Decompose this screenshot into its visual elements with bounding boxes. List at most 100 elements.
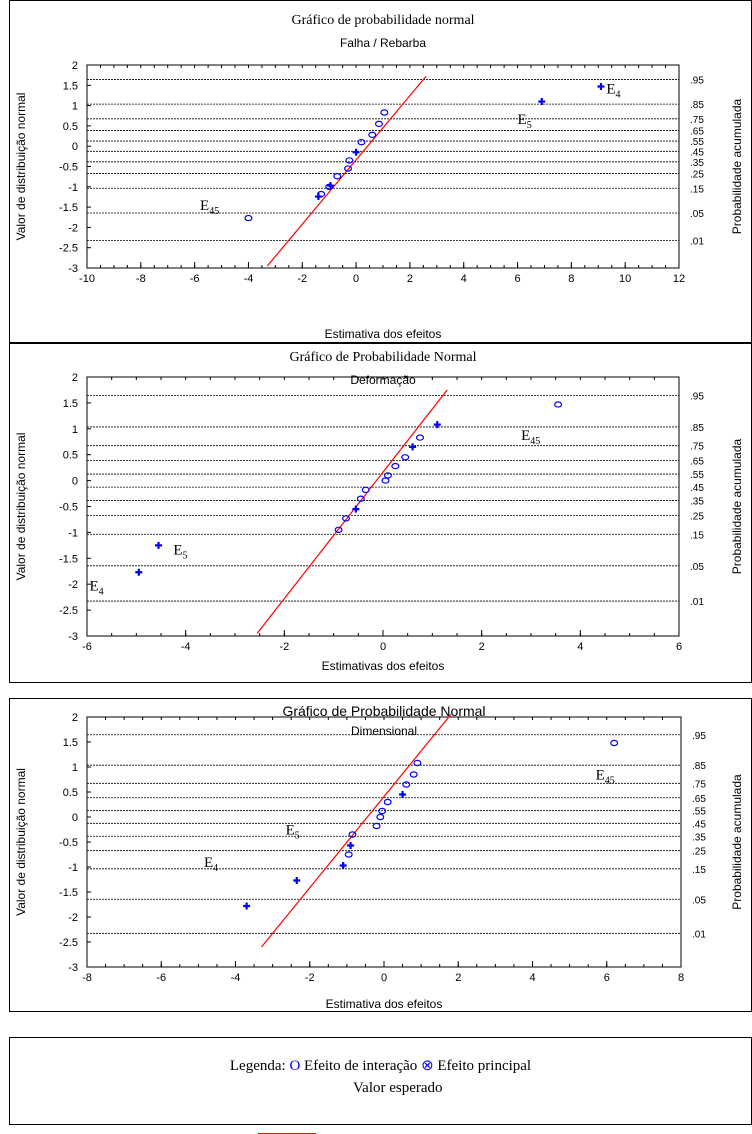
interaction-effect-point (244, 214, 253, 222)
effect-annotation: E45 (200, 198, 219, 217)
probability-tick-label: .55 (690, 137, 704, 148)
main-effect-point (347, 842, 355, 849)
interaction-effect-point (334, 526, 343, 534)
probability-tick-label: .05 (692, 895, 706, 906)
interaction-effect-point (383, 798, 392, 806)
probability-tick-label: .95 (692, 731, 706, 742)
probability-tick-label: .45 (692, 819, 706, 830)
interaction-effect-point (357, 138, 366, 146)
x-tick-label: -6 (156, 972, 166, 984)
interaction-effect-point (554, 401, 563, 408)
interaction-effect-point (380, 109, 389, 116)
y-tick-label: -2.5 (59, 605, 78, 617)
main-effect-point (314, 193, 322, 201)
probability-tick-label: .75 (692, 779, 706, 790)
probability-tick-label: .55 (692, 807, 706, 818)
probability-tick-label: .15 (690, 184, 704, 195)
x-tick-label: -2 (297, 273, 307, 285)
probability-tick-label: .95 (690, 75, 704, 86)
probability-tick-label: .85 (690, 100, 704, 111)
y-tick-label: 0 (72, 476, 78, 488)
interaction-effect-point (610, 739, 619, 747)
main-effect-point (352, 148, 360, 156)
x-tick-label: -8 (82, 972, 92, 984)
probability-tick-label: .55 (690, 470, 704, 481)
y-tick-label: -2 (68, 222, 78, 234)
interaction-effect-point (348, 831, 357, 838)
y-tick-label: 2 (72, 60, 78, 72)
x-tick-label: -10 (79, 273, 95, 285)
probability-tick-label: .65 (690, 457, 704, 468)
interaction-effect-point (409, 771, 418, 778)
x-tick-label: 0 (353, 273, 359, 285)
legend-prefix: Legenda: (229, 1058, 286, 1074)
probability-tick-label: .15 (692, 865, 706, 876)
x-tick-label: -6 (82, 641, 92, 653)
x-tick-label: 6 (604, 972, 610, 984)
y-tick-label: 2 (72, 372, 78, 384)
probability-tick-label: .35 (690, 158, 704, 169)
x-axis-label: Estimativa dos efeitos (326, 997, 443, 1011)
y-axis-label: Valor de distribuição normal (14, 768, 28, 916)
y-tick-label: -1 (68, 527, 78, 539)
y-tick-label: -0.5 (59, 162, 78, 174)
expected-value-line (256, 389, 448, 634)
x-tick-label: 10 (619, 273, 631, 285)
interaction-effect-point (345, 157, 354, 164)
legend-line-symbols: Legenda: O Efeito de interação ⊗ Efeito … (10, 1056, 751, 1075)
x-tick-label: 6 (514, 273, 520, 285)
y-tick-label: 1.5 (63, 737, 78, 749)
effect-annotation: E4 (204, 855, 218, 874)
probability-tick-label: .35 (690, 497, 704, 508)
x-tick-label: 6 (676, 641, 682, 653)
interaction-effect-point (413, 759, 422, 767)
interaction-effect-point (361, 486, 370, 494)
y2-axis-label: Probabilidade acumulada (730, 774, 744, 910)
main-effect-point (339, 862, 347, 869)
probability-tick-label: .01 (690, 597, 704, 608)
x-tick-label: 8 (678, 972, 684, 984)
probability-tick-label: .01 (690, 237, 704, 248)
interaction-effect-point (342, 515, 351, 522)
legend-main-label: Efeito principal (437, 1058, 532, 1074)
interaction-effect-point (381, 477, 390, 484)
chart-panel-dimensional: Gráfico de Probabilidade Normal Dimension… (9, 698, 752, 1012)
plot-frame (86, 716, 682, 968)
probability-tick-label: .45 (690, 147, 704, 158)
y-tick-label: -2 (68, 579, 78, 591)
y-tick-label: -2.5 (59, 243, 78, 255)
main-effect-point (538, 98, 546, 106)
interaction-effect-point (376, 813, 385, 821)
interaction-effect-point (402, 781, 411, 788)
main-effect-point (155, 541, 163, 549)
main-effect-point (352, 505, 360, 513)
y-tick-label: 1 (72, 101, 78, 113)
y-axis-label: Valor de distribuição normal (14, 93, 28, 241)
main-effect-symbol-icon: ⊗ (421, 1058, 434, 1074)
probability-tick-label: .25 (690, 512, 704, 523)
y-tick-label: -0.5 (59, 837, 78, 849)
interaction-effect-point (333, 173, 342, 180)
x-tick-label: 0 (381, 972, 387, 984)
x-tick-label: 8 (568, 273, 574, 285)
y-tick-label: -2 (68, 912, 78, 924)
expected-value-line (261, 714, 452, 948)
main-effect-point (399, 791, 407, 798)
y-tick-label: 0 (72, 812, 78, 824)
interaction-effect-point (344, 851, 353, 858)
y-tick-label: -1.5 (59, 553, 78, 565)
probability-tick-label: .65 (690, 127, 704, 138)
legend-box: Legenda: O Efeito de interação ⊗ Efeito … (9, 1037, 752, 1134)
main-effect-point (433, 421, 441, 429)
y-tick-label: 0.5 (63, 121, 78, 133)
probability-tick-label: .85 (692, 761, 706, 772)
effect-annotation: E45 (521, 428, 540, 447)
legend-interaction-label: Efeito de interação (304, 1058, 418, 1074)
probability-tick-label: .75 (690, 442, 704, 453)
probability-tick-label: .35 (692, 832, 706, 843)
plot-frame (86, 376, 680, 637)
x-tick-label: 2 (479, 641, 485, 653)
x-tick-label: -6 (190, 273, 200, 285)
effect-annotation: E4 (89, 578, 103, 597)
main-effect-point (293, 877, 301, 884)
